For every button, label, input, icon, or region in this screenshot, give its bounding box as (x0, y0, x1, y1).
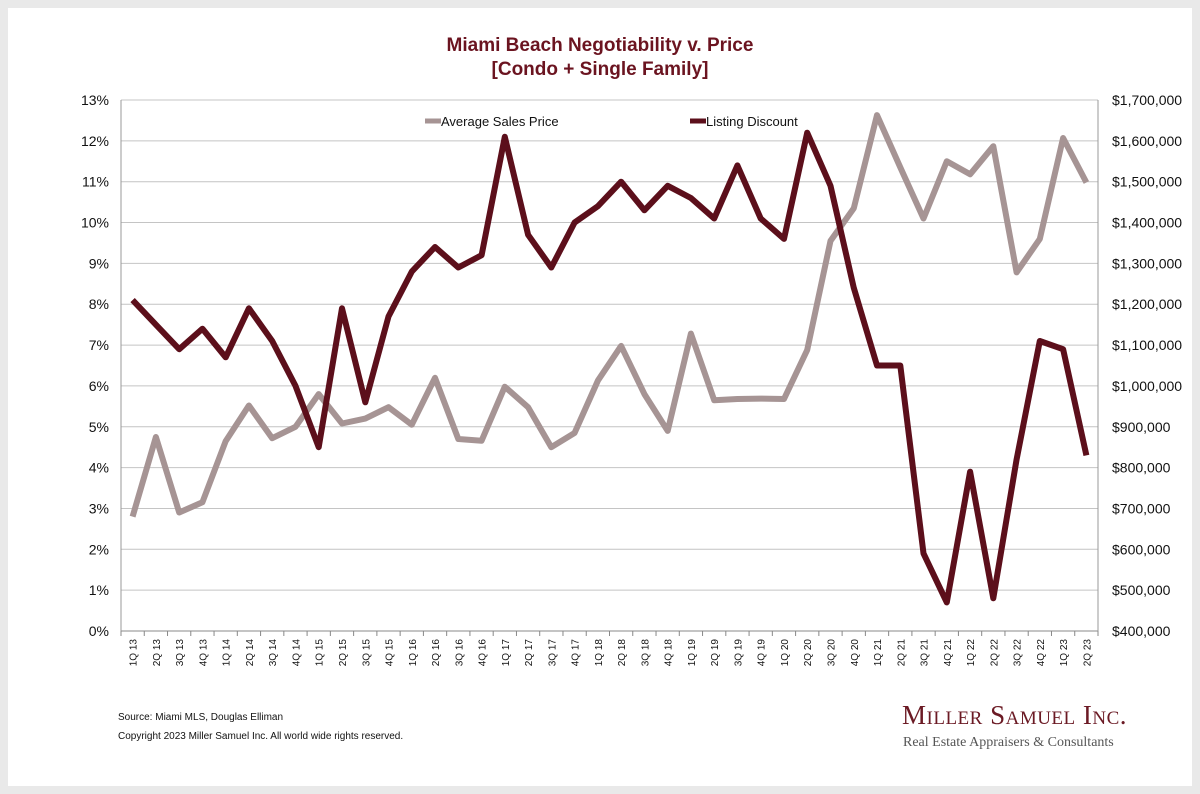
x-tick-label: 4Q 16 (478, 639, 489, 667)
y-right-tick-label: $1,200,000 (1112, 296, 1182, 312)
y-left-tick-label: 9% (89, 255, 109, 271)
brand-logo-name: Miller Samuel Inc. (902, 700, 1128, 730)
y-right-tick-label: $1,600,000 (1112, 133, 1182, 149)
x-tick-label: 2Q 19 (710, 639, 721, 667)
x-tick-label: 2Q 16 (431, 639, 442, 667)
y-left-tick-label: 4% (89, 460, 109, 476)
y-left-tick-label: 13% (81, 92, 109, 108)
y-right-tick-label: $600,000 (1112, 541, 1171, 557)
copyright-note: Copyright 2023 Miller Samuel Inc. All wo… (118, 731, 404, 742)
x-tick-label: 4Q 22 (1036, 639, 1047, 667)
x-tick-label: 2Q 18 (617, 639, 628, 667)
x-tick-label: 1Q 14 (222, 639, 233, 667)
x-tick-label: 3Q 21 (920, 639, 931, 667)
y-right-tick-label: $900,000 (1112, 419, 1171, 435)
y-left-tick-label: 5% (89, 419, 109, 435)
x-tick-label: 2Q 20 (803, 639, 814, 667)
x-tick-label: 1Q 13 (129, 639, 140, 667)
source-note: Source: Miami MLS, Douglas Elliman (118, 712, 284, 723)
x-tick-label: 1Q 19 (687, 639, 698, 667)
x-tick-label: 2Q 15 (338, 639, 349, 667)
y-left-tick-label: 12% (81, 133, 109, 149)
x-tick-label: 1Q 17 (501, 639, 512, 667)
x-tick-label: 3Q 18 (640, 639, 651, 667)
chart-subtitle: [Condo + Single Family] (491, 59, 709, 80)
y-left-tick-label: 10% (81, 215, 109, 231)
legend-label-average-sales-price: Average Sales Price (441, 114, 559, 129)
chart-title-block: Miami Beach Negotiability v. Price [Cond… (0, 34, 1200, 82)
x-tick-label: 1Q 16 (408, 639, 419, 667)
y-left-tick-label: 7% (89, 337, 109, 353)
y-right-tick-label: $500,000 (1112, 582, 1171, 598)
x-tick-label: 2Q 17 (524, 639, 535, 667)
x-tick-label: 1Q 20 (780, 639, 791, 667)
chart-title: Miami Beach Negotiability v. Price (446, 35, 754, 56)
x-tick-label: 2Q 23 (1082, 639, 1093, 667)
y-right-tick-label: $400,000 (1112, 623, 1171, 639)
y-left-tick-label: 0% (89, 623, 109, 639)
x-tick-label: 4Q 17 (571, 639, 582, 667)
x-tick-label: 4Q 20 (850, 639, 861, 667)
x-tick-label: 4Q 18 (664, 639, 675, 667)
y-left-tick-label: 6% (89, 378, 109, 394)
x-tick-label: 2Q 21 (896, 639, 907, 667)
x-tick-label: 3Q 22 (1013, 639, 1024, 667)
series-line-average-sales-price (129, 112, 1090, 518)
x-tick-label: 1Q 23 (1059, 639, 1070, 667)
x-tick-label: 3Q 20 (826, 639, 837, 667)
x-tick-label: 3Q 17 (547, 639, 558, 667)
y-right-tick-label: $1,700,000 (1112, 92, 1182, 108)
x-tick-label: 2Q 13 (152, 639, 163, 667)
y-right-tick-label: $1,300,000 (1112, 255, 1182, 271)
x-tick-label: 2Q 14 (245, 639, 256, 667)
y-left-tick-label: 1% (89, 582, 109, 598)
y-right-tick-label: $1,500,000 (1112, 174, 1182, 190)
legend-label-listing-discount: Listing Discount (706, 114, 798, 129)
y-right-tick-label: $1,400,000 (1112, 215, 1182, 231)
x-tick-label: 1Q 22 (966, 639, 977, 667)
series-line-listing-discount (130, 129, 1090, 606)
x-tick-label: 4Q 15 (385, 639, 396, 667)
y-right-tick-label: $1,000,000 (1112, 378, 1182, 394)
x-tick-label: 3Q 14 (268, 639, 279, 667)
x-tick-label: 3Q 15 (361, 639, 372, 667)
y-left-tick-label: 2% (89, 541, 109, 557)
y-left-tick-label: 8% (89, 296, 109, 312)
x-tick-label: 3Q 16 (454, 639, 465, 667)
x-tick-label: 3Q 13 (175, 639, 186, 667)
x-tick-label: 4Q 14 (291, 639, 302, 667)
y-right-tick-label: $1,100,000 (1112, 337, 1182, 353)
x-tick-label: 1Q 18 (594, 639, 605, 667)
chart-card (8, 8, 1192, 786)
x-tick-label: 1Q 15 (315, 639, 326, 667)
x-tick-label: 2Q 22 (989, 639, 1000, 667)
y-right-tick-label: $800,000 (1112, 460, 1171, 476)
y-left-tick-label: 3% (89, 500, 109, 516)
x-tick-label: 1Q 21 (873, 639, 884, 667)
brand-tagline: Real Estate Appraisers & Consultants (903, 735, 1114, 750)
y-left-tick-label: 11% (82, 174, 109, 190)
x-tick-label: 4Q 19 (757, 639, 768, 667)
x-tick-label: 4Q 13 (198, 639, 209, 667)
x-tick-label: 4Q 21 (943, 639, 954, 667)
x-tick-label: 3Q 19 (733, 639, 744, 667)
y-right-tick-label: $700,000 (1112, 500, 1171, 516)
